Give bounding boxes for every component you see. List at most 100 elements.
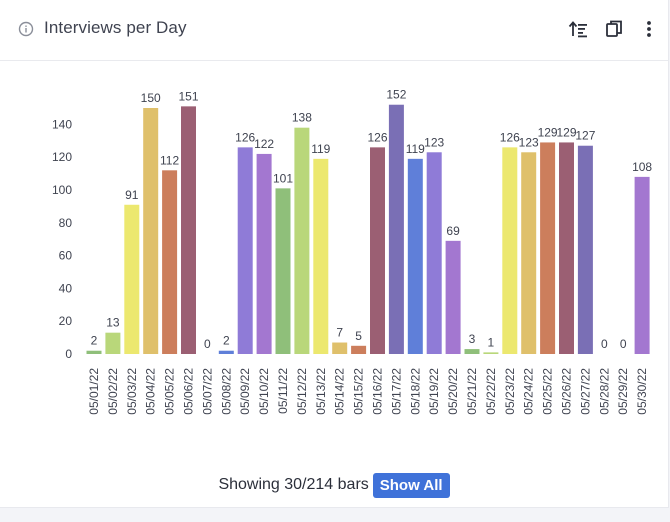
x-tick-label: 05/15/22 bbox=[352, 368, 366, 415]
y-tick-label: 0 bbox=[65, 347, 72, 361]
bar bbox=[483, 352, 499, 354]
x-tick-label: 05/03/22 bbox=[125, 368, 139, 415]
x-tick-label: 05/02/22 bbox=[106, 368, 120, 415]
data-label: 1 bbox=[488, 335, 495, 349]
x-tick-label: 05/09/22 bbox=[238, 368, 252, 415]
x-tick-label: 05/26/22 bbox=[560, 368, 574, 415]
info-icon[interactable] bbox=[18, 21, 34, 37]
data-label: 13 bbox=[106, 316, 120, 330]
x-tick-label: 05/16/22 bbox=[371, 368, 385, 415]
copy-icon[interactable] bbox=[603, 18, 625, 40]
x-tick-label: 05/01/22 bbox=[87, 368, 101, 415]
data-label: 123 bbox=[519, 135, 539, 149]
x-tick-label: 05/12/22 bbox=[295, 368, 309, 415]
sort-icon[interactable] bbox=[567, 18, 589, 40]
y-tick-label: 120 bbox=[52, 150, 72, 164]
x-tick-label: 05/18/22 bbox=[408, 368, 422, 415]
x-tick-label: 05/11/22 bbox=[276, 368, 290, 414]
data-label: 101 bbox=[273, 171, 293, 185]
data-label: 129 bbox=[538, 125, 558, 139]
bar bbox=[388, 104, 404, 354]
x-tick-label: 05/10/22 bbox=[257, 368, 271, 415]
data-label: 119 bbox=[406, 142, 425, 156]
bar bbox=[181, 106, 196, 354]
data-label: 152 bbox=[386, 88, 406, 102]
y-tick-label: 40 bbox=[59, 281, 73, 295]
data-label: 151 bbox=[178, 89, 198, 103]
data-label: 91 bbox=[125, 188, 139, 202]
show-all-button[interactable]: Show All bbox=[372, 472, 450, 498]
bar bbox=[237, 147, 253, 354]
x-tick-label: 05/29/22 bbox=[616, 368, 630, 415]
data-label: 3 bbox=[469, 332, 476, 346]
x-tick-label: 05/23/22 bbox=[503, 368, 517, 415]
y-tick-label: 20 bbox=[59, 314, 73, 328]
data-label: 69 bbox=[446, 224, 460, 238]
bar bbox=[577, 145, 593, 354]
data-label: 119 bbox=[311, 142, 330, 156]
x-tick-label: 05/17/22 bbox=[389, 368, 403, 415]
data-label: 0 bbox=[620, 337, 627, 351]
bar bbox=[370, 147, 385, 354]
showing-bars-text: Showing 30/214 bars bbox=[218, 476, 369, 493]
data-label: 129 bbox=[556, 125, 576, 139]
x-tick-label: 05/22/22 bbox=[484, 368, 498, 415]
data-label: 138 bbox=[292, 111, 312, 125]
bar bbox=[634, 176, 650, 354]
x-tick-label: 05/25/22 bbox=[541, 368, 555, 415]
chart-footer: Showing 30/214 bars Show All bbox=[0, 470, 668, 500]
x-tick-label: 05/24/22 bbox=[522, 368, 536, 415]
bar bbox=[313, 158, 329, 354]
x-tick-label: 05/14/22 bbox=[333, 368, 347, 415]
bar-chart: 020406080100120140205/01/221305/02/22910… bbox=[52, 88, 652, 415]
data-label: 2 bbox=[223, 334, 230, 348]
data-label: 123 bbox=[424, 135, 444, 149]
x-tick-label: 05/19/22 bbox=[427, 368, 441, 415]
y-tick-label: 60 bbox=[59, 249, 73, 263]
x-tick-label: 05/13/22 bbox=[314, 368, 328, 415]
x-tick-label: 05/27/22 bbox=[578, 368, 592, 415]
data-label: 126 bbox=[367, 130, 387, 144]
y-tick-label: 140 bbox=[52, 117, 72, 131]
data-label: 0 bbox=[204, 337, 211, 351]
bar bbox=[464, 349, 480, 354]
bar bbox=[426, 152, 442, 354]
bar bbox=[86, 350, 102, 354]
data-label: 5 bbox=[355, 329, 362, 343]
data-label: 112 bbox=[160, 153, 179, 167]
x-tick-label: 05/20/22 bbox=[446, 368, 460, 415]
chart-title: Interviews per Day bbox=[44, 18, 187, 37]
x-tick-label: 05/21/22 bbox=[465, 368, 479, 415]
bar bbox=[559, 142, 574, 354]
bar bbox=[105, 332, 121, 354]
x-tick-label: 05/30/22 bbox=[635, 368, 649, 415]
bar bbox=[351, 345, 367, 354]
bar bbox=[294, 127, 310, 355]
bar bbox=[521, 152, 537, 354]
x-tick-label: 05/28/22 bbox=[597, 368, 611, 415]
y-tick-label: 80 bbox=[59, 216, 73, 230]
data-label: 127 bbox=[575, 129, 595, 143]
bar bbox=[124, 204, 140, 354]
x-tick-label: 05/07/22 bbox=[200, 368, 214, 415]
bar bbox=[143, 108, 159, 354]
x-tick-label: 05/08/22 bbox=[219, 368, 233, 415]
bar bbox=[256, 153, 272, 354]
bar bbox=[407, 158, 423, 354]
more-vertical-icon[interactable] bbox=[638, 18, 660, 40]
data-label: 126 bbox=[500, 130, 520, 144]
data-label: 122 bbox=[254, 137, 274, 151]
data-label: 2 bbox=[91, 334, 98, 348]
bar bbox=[162, 170, 178, 354]
data-label: 0 bbox=[601, 337, 608, 351]
x-tick-label: 05/04/22 bbox=[144, 368, 158, 415]
bar bbox=[445, 240, 461, 354]
data-label: 7 bbox=[336, 326, 343, 340]
bar bbox=[332, 342, 348, 354]
x-tick-label: 05/05/22 bbox=[163, 368, 177, 415]
data-label: 126 bbox=[235, 130, 255, 144]
y-tick-label: 100 bbox=[52, 183, 72, 197]
x-tick-label: 05/06/22 bbox=[182, 368, 196, 415]
chart-card: Interviews per Day 0 20 40 60 80 100 bbox=[0, 0, 669, 508]
data-label: 108 bbox=[632, 160, 652, 174]
